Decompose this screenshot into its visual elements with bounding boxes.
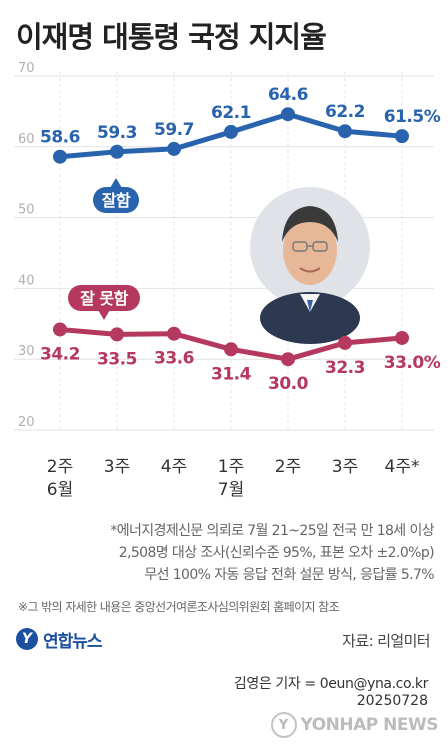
data-point — [224, 342, 238, 357]
x-tick-label: 3주 — [104, 457, 130, 477]
data-label: 59.7 — [154, 120, 194, 140]
chart-title: 이재명 대통령 국정 지지율 — [16, 20, 327, 54]
portrait-photo — [250, 187, 370, 344]
y-tick-label: 20 — [18, 415, 35, 430]
data-point — [395, 330, 409, 345]
data-label: 33.6 — [154, 349, 194, 369]
data-label: 31.4 — [211, 364, 252, 384]
data-label: 32.3 — [325, 358, 365, 378]
date-stamp: 20250728 — [356, 693, 428, 709]
agency-watermark: Y YONHAP NEWS — [270, 712, 439, 738]
data-point — [53, 149, 67, 164]
data-label: 33.5 — [97, 349, 137, 369]
footnote: ※그 밖의 자세한 내용은 중앙선거여론조사심의위원회 홈페이지 참조 — [18, 600, 340, 614]
data-label: 30.0 — [268, 374, 309, 394]
survey-note-line-1: *에너지경제신문 의뢰로 7월 21~25일 전국 만 18세 이상 — [110, 523, 434, 539]
yonhap-logo-icon: Y — [16, 628, 38, 650]
series-name-label: 잘함 — [102, 191, 131, 210]
y-tick-label: 50 — [18, 203, 35, 218]
x-tick-label: 2주 — [47, 457, 73, 477]
data-label: 61.5% — [384, 107, 441, 127]
reporter-credit: 김영은 기자 = 0eun@yna.co.kr — [233, 676, 428, 692]
yonhap-logo-text: 연합뉴스 — [43, 631, 103, 652]
data-label: 62.2 — [325, 102, 365, 122]
survey-note-line-2: 2,508명 대상 조사(신뢰수준 95%, 표본 오차 ±2.0%p) — [118, 545, 435, 561]
data-label: 62.1 — [211, 103, 251, 123]
agency-name: YONHAP NEWS — [300, 715, 439, 735]
yonhap-logo: Y 연합뉴스 — [16, 626, 103, 652]
data-point — [224, 124, 238, 139]
data-point — [53, 322, 67, 337]
x-tick-label: 4주 — [161, 457, 187, 477]
y-tick-label: 70 — [18, 61, 35, 76]
survey-note-line-3: 무선 100% 자동 응답 전화 설문 방식, 응답률 5.7% — [144, 567, 434, 583]
data-point — [338, 335, 352, 350]
x-month-label: 6월 — [47, 480, 73, 500]
data-point — [281, 107, 295, 122]
source-text: 자료: 리얼미터 — [342, 632, 430, 650]
agency-logo-icon: Y — [270, 712, 297, 738]
series-name-label: 잘 못함 — [80, 289, 129, 308]
x-month-label: 7월 — [218, 480, 244, 500]
x-tick-label: 4주* — [385, 457, 420, 477]
y-tick-label: 40 — [18, 273, 35, 288]
x-tick-label: 3주 — [332, 457, 358, 477]
data-point — [110, 144, 124, 159]
x-tick-label: 2주 — [275, 457, 301, 477]
data-label: 58.6 — [40, 128, 80, 148]
data-label: 33.0% — [384, 353, 441, 373]
data-label: 64.6 — [268, 85, 308, 105]
x-tick-label: 1주 — [218, 457, 244, 477]
y-tick-label: 60 — [18, 132, 35, 147]
series-name-badge-1: 잘 못함 — [68, 285, 140, 320]
data-point — [281, 352, 295, 367]
line-chart: 70 60 50 40 30 20 58.6 59.3 59.7 62.1 64.6 62.2 61.… — [14, 61, 441, 500]
data-point — [167, 326, 181, 341]
data-label: 34.2 — [40, 344, 80, 364]
data-point — [167, 141, 181, 156]
data-point — [338, 124, 352, 139]
data-point — [395, 129, 409, 144]
data-point — [110, 327, 124, 342]
series-name-badge-0: 잘함 — [93, 178, 139, 213]
y-tick-label: 30 — [18, 344, 35, 359]
data-label: 59.3 — [97, 123, 137, 143]
